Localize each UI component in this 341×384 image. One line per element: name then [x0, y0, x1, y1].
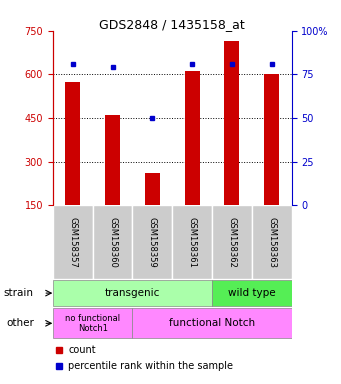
- Text: no functional
Notch1: no functional Notch1: [65, 314, 120, 333]
- Bar: [172, 205, 212, 279]
- Text: functional Notch: functional Notch: [169, 318, 255, 328]
- Text: transgenic: transgenic: [105, 288, 160, 298]
- Text: GSM158357: GSM158357: [68, 217, 77, 268]
- Bar: [252, 205, 292, 279]
- Text: count: count: [68, 344, 96, 354]
- Bar: [132, 205, 172, 279]
- Bar: [212, 280, 292, 306]
- Bar: [53, 280, 212, 306]
- Text: GSM158359: GSM158359: [148, 217, 157, 268]
- Bar: [184, 71, 200, 205]
- Bar: [145, 173, 160, 205]
- Bar: [93, 205, 132, 279]
- Bar: [212, 205, 252, 279]
- Bar: [53, 205, 93, 279]
- Bar: [224, 41, 239, 205]
- Text: GSM158362: GSM158362: [227, 217, 236, 268]
- Text: other: other: [6, 318, 34, 328]
- Text: percentile rank within the sample: percentile rank within the sample: [68, 361, 233, 371]
- Text: GSM158361: GSM158361: [188, 217, 197, 268]
- Text: GSM158360: GSM158360: [108, 217, 117, 268]
- Text: GSM158363: GSM158363: [267, 217, 276, 268]
- Text: strain: strain: [4, 288, 34, 298]
- Bar: [264, 74, 279, 205]
- Title: GDS2848 / 1435158_at: GDS2848 / 1435158_at: [99, 18, 245, 31]
- Text: wild type: wild type: [228, 288, 276, 298]
- Bar: [53, 308, 132, 338]
- Bar: [105, 115, 120, 205]
- Bar: [132, 308, 292, 338]
- Bar: [65, 82, 80, 205]
